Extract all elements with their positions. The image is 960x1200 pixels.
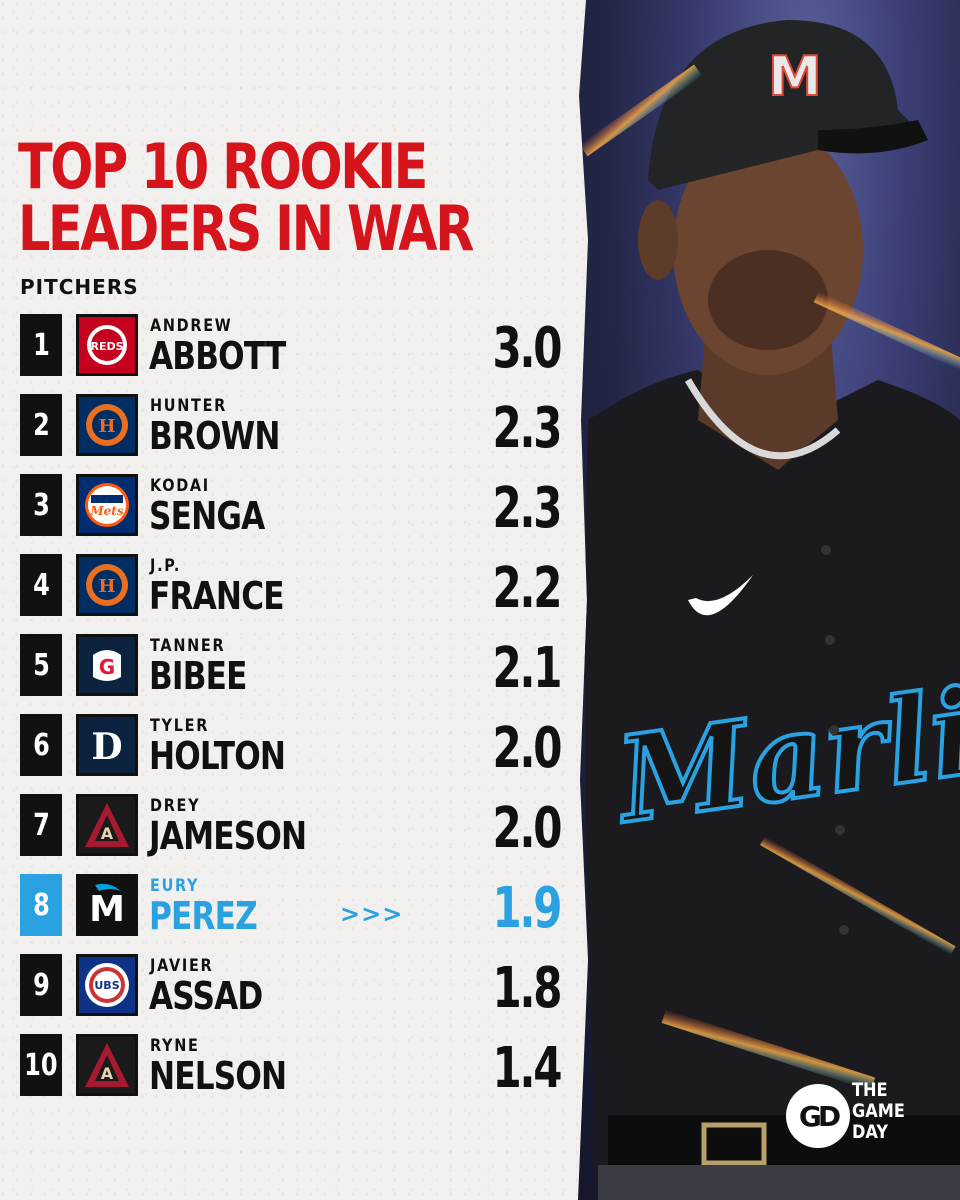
leader-row: 1 REDS ANDREW ABBOTT 3.0 [20,312,562,392]
player-first-name: HUNTER [150,396,227,416]
brand-logo: GD THE GAME DAY [786,1080,946,1150]
player-last-name: JAMESON [149,814,307,858]
player-first-name: KODAI [150,476,210,496]
player-first-name: ANDREW [150,316,233,336]
svg-text:REDS: REDS [90,340,123,353]
rank-badge: 4 [20,554,62,616]
astros-logo-icon: H [76,554,138,616]
cubs-logo-icon: UBS [76,954,138,1016]
rank-badge: 8 [20,874,62,936]
war-value: 1.9 [492,876,562,941]
leader-row: 2 H HUNTER BROWN 2.3 [20,392,562,472]
leaderboard-list: 1 REDS ANDREW ABBOTT 3.0 2 H HUNTER BROWN 2.3 3 Met… [20,312,562,1112]
rank-badge: 10 [20,1034,62,1096]
page-title: TOP 10 ROOKIE LEADERS IN WAR [18,130,474,265]
leader-row: 10 A RYNE NELSON 1.4 [20,1032,562,1112]
guardians-logo-icon: G [76,634,138,696]
war-value: 1.4 [492,1036,562,1101]
diamondbacks-logo-icon: A [76,794,138,856]
svg-text:H: H [98,576,115,597]
rank-number: 3 [32,487,50,523]
rank-badge: 6 [20,714,62,776]
rank-number: 1 [32,327,50,363]
rank-badge: 9 [20,954,62,1016]
leader-row: 5 G TANNER BIBEE 2.1 [20,632,562,712]
rank-badge: 5 [20,634,62,696]
title-line-1: TOP 10 ROOKIE [18,130,428,203]
rank-number: 9 [32,967,50,1003]
player-last-name: FRANCE [149,574,285,618]
war-value: 2.3 [492,476,562,541]
player-first-name: RYNE [150,1036,200,1056]
astros-logo-icon: H [76,394,138,456]
svg-text:D: D [91,726,122,768]
brand-mark-icon: GD [786,1084,850,1148]
player-last-name: BROWN [149,414,280,458]
svg-text:M: M [89,889,125,930]
player-last-name: HOLTON [149,734,286,778]
title-line-2: LEADERS IN WAR [18,192,474,265]
rank-number: 5 [32,647,50,683]
player-first-name: TANNER [150,636,226,656]
rank-badge: 7 [20,794,62,856]
brand-line-1: THE [852,1079,888,1101]
player-photo: M Marlins [578,0,960,1200]
brand-line-2: GAME [852,1100,905,1122]
war-value: 2.1 [492,636,562,701]
highlight-arrows: >>> [340,900,404,928]
player-last-name: ASSAD [149,974,263,1018]
player-last-name: ABBOTT [149,334,286,378]
rank-number: 10 [24,1047,58,1083]
player-first-name: J.P. [150,556,182,576]
player-illustration: M Marlins [579,20,960,1200]
tigers-logo-icon: D [76,714,138,776]
leader-row: 7 A DREY JAMESON 2.0 [20,792,562,872]
brand-line-3: DAY [852,1121,889,1143]
player-first-name: TYLER [150,716,210,736]
war-value: 1.8 [492,956,562,1021]
war-value: 2.0 [492,796,562,861]
rank-number: 4 [32,567,50,603]
rank-badge: 2 [20,394,62,456]
player-last-name: NELSON [149,1054,287,1098]
leader-row: 8 M EURY PEREZ >>> 1.9 [20,872,562,952]
rank-badge: 1 [20,314,62,376]
svg-text:UBS: UBS [94,979,119,992]
diamondbacks-logo-icon: A [76,1034,138,1096]
war-value: 3.0 [492,316,562,381]
player-last-name: SENGA [149,494,265,538]
leader-row: 6 D TYLER HOLTON 2.0 [20,712,562,792]
player-first-name: EURY [150,876,200,896]
player-first-name: JAVIER [150,956,214,976]
war-value: 2.3 [492,396,562,461]
subtitle: PITCHERS [20,275,139,299]
rank-number: 2 [32,407,50,443]
svg-text:M: M [768,45,822,108]
player-last-name: BIBEE [149,654,247,698]
svg-text:A: A [101,824,114,843]
rank-badge: 3 [20,474,62,536]
reds-logo-icon: REDS [76,314,138,376]
war-value: 2.0 [492,716,562,781]
war-value: 2.2 [492,556,562,621]
brand-mark: GD [798,1099,841,1133]
rank-number: 7 [32,807,50,843]
brand-name: THE GAME DAY [852,1080,929,1143]
svg-text:Mets: Mets [89,504,123,518]
rank-number: 6 [32,727,50,763]
leader-row: 4 H J.P. FRANCE 2.2 [20,552,562,632]
rank-number: 8 [32,887,50,923]
svg-text:H: H [98,416,115,437]
leader-row: 3 Mets KODAI SENGA 2.3 [20,472,562,552]
leader-row: 9 UBS JAVIER ASSAD 1.8 [20,952,562,1032]
svg-text:A: A [101,1064,114,1083]
svg-text:G: G [99,655,115,679]
mets-logo-icon: Mets [76,474,138,536]
player-first-name: DREY [150,796,201,816]
marlins-logo-icon: M [76,874,138,936]
player-last-name: PEREZ [149,894,258,938]
